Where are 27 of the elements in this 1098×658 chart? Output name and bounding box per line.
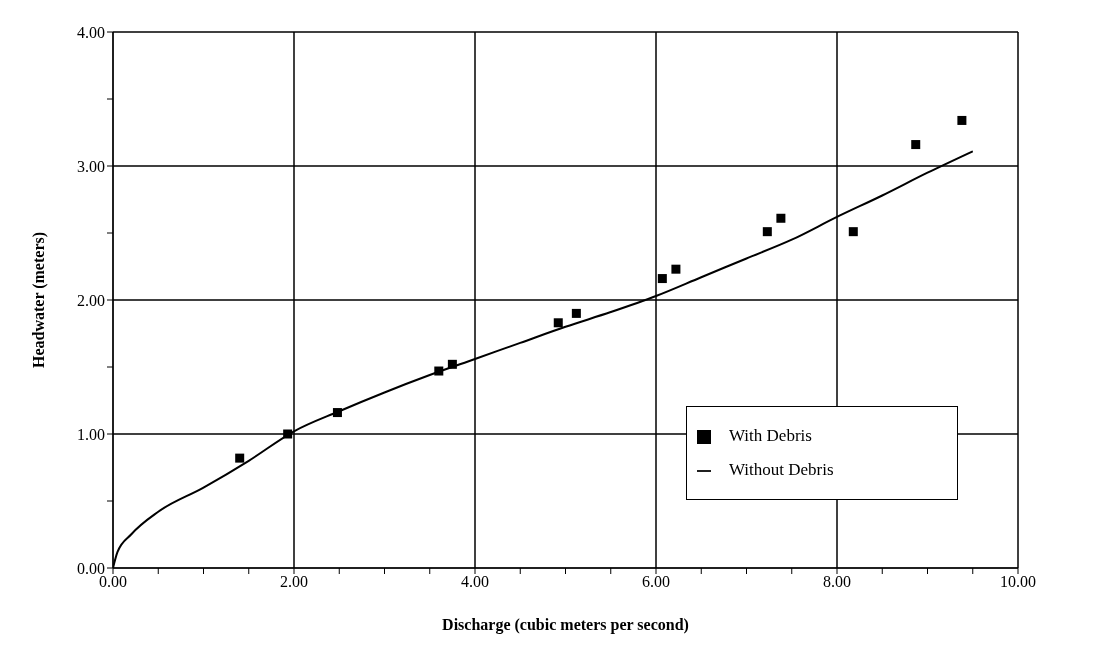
x-tick-label: 8.00	[823, 573, 851, 591]
legend-label: Without Debris	[729, 460, 834, 479]
x-tick-label: 2.00	[280, 573, 308, 591]
point	[911, 140, 921, 150]
y-tick-label: 3.00	[77, 157, 105, 175]
y-tick-label: 4.00	[77, 23, 105, 41]
point	[957, 115, 967, 125]
point	[434, 366, 444, 376]
point	[571, 308, 581, 318]
point	[762, 227, 772, 237]
x-axis-title: Discharge (cubic meters per second)	[442, 616, 689, 634]
point	[447, 359, 457, 369]
legend-label: With Debris	[729, 426, 812, 445]
point	[283, 429, 293, 439]
point	[332, 408, 342, 418]
x-tick-label: 4.00	[461, 573, 489, 591]
point	[671, 264, 681, 274]
y-tick-label: 1.00	[77, 425, 105, 443]
x-tick-label: 6.00	[642, 573, 670, 591]
point	[553, 318, 563, 328]
point	[776, 213, 786, 223]
point	[235, 453, 245, 463]
point	[657, 274, 667, 284]
point	[848, 227, 858, 237]
x-tick-label: 10.00	[1000, 573, 1036, 591]
y-axis-title: Headwater (meters)	[29, 231, 48, 369]
y-tick-label: 2.00	[77, 291, 105, 309]
